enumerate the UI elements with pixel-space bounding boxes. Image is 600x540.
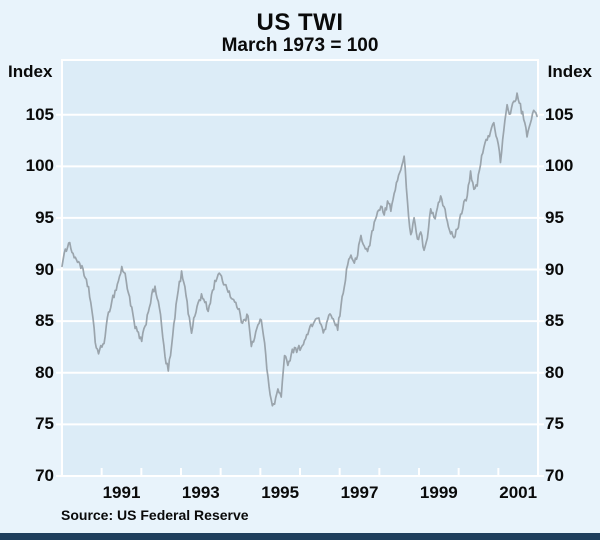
chart-title: US TWI [256,9,344,36]
source-note: Source: US Federal Reserve [61,507,249,523]
y-tick-label: 105 [545,104,574,124]
x-tick-label: 1997 [340,483,379,502]
y-tick-label: 70 [545,466,564,485]
x-tick-label: 1991 [102,483,141,502]
y-tick-label: 80 [35,362,54,382]
y-tick-label: 90 [545,259,564,279]
y-tick-label: 105 [25,104,54,124]
chart-subtitle: March 1973 = 100 [221,35,379,56]
y-axis-unit-left: Index [8,62,53,81]
y-axis-unit-right: Index [547,62,592,81]
y-tick-label: 95 [35,207,54,227]
y-tick-label: 80 [545,362,564,382]
x-tick-label: 1999 [419,483,458,502]
x-tick-label: 2001 [499,483,538,502]
footer-bar [0,533,600,540]
y-tick-label: 85 [545,311,564,331]
y-tick-label: 100 [545,156,574,176]
x-tick-label: 1993 [181,483,220,502]
y-tick-label: 75 [35,414,54,434]
y-tick-label: 70 [35,466,54,485]
y-tick-label: 90 [35,259,54,279]
y-tick-label: 100 [25,156,54,176]
y-tick-label: 75 [545,414,564,434]
y-tick-label: 95 [545,207,564,227]
data-line [61,92,538,407]
plot-area [62,60,538,476]
y-tick-label: 85 [35,311,54,331]
x-tick-label: 1995 [261,483,300,502]
